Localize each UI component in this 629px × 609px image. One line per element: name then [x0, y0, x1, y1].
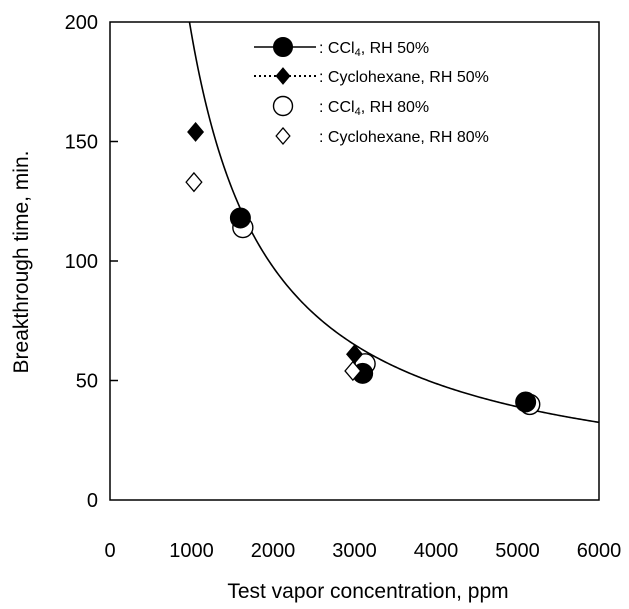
- y-tick-label: 50: [76, 371, 98, 393]
- x-tick-label: 6000: [577, 540, 622, 562]
- data-markers: [185, 121, 541, 416]
- legend-label-text: : Cyclohexane, RH 50%: [319, 69, 489, 86]
- legend: : CCl4, RH 50%: Cyclohexane, RH 50%: CCl…: [254, 37, 489, 146]
- data-point-circle-filled: [229, 207, 251, 229]
- legend-label-text: : CCl: [319, 99, 355, 116]
- legend-label: : Cyclohexane, RH 80%: [319, 129, 489, 146]
- legend-marker: [273, 37, 293, 57]
- plot-area: [109, 21, 600, 501]
- x-axis-ticks: 0 1000 2000 3000 4000 5000 6000: [104, 540, 621, 562]
- y-tick-label: 100: [65, 251, 98, 273]
- legend-label: : Cyclohexane, RH 50%: [319, 69, 489, 86]
- legend-marker: [275, 126, 291, 146]
- legend-label-text: : CCl: [319, 40, 355, 57]
- legend-label-suffix: , RH 80%: [361, 99, 429, 116]
- x-tick-label: 2000: [251, 540, 296, 562]
- legend-label-text: : Cyclohexane, RH 80%: [319, 129, 489, 146]
- data-point-diamond-filled: [187, 121, 205, 142]
- y-axis-ticks: 0 50 100 150 200: [65, 12, 118, 512]
- x-axis-title: Test vapor concentration, ppm: [227, 580, 508, 603]
- legend-label-suffix: , RH 50%: [361, 40, 429, 57]
- x-tick-label: 1000: [169, 540, 214, 562]
- x-tick-label: 5000: [495, 540, 540, 562]
- data-point-circle-filled: [515, 391, 537, 413]
- x-tick-label: 0: [104, 540, 115, 562]
- legend-label: : CCl4, RH 50%: [319, 40, 429, 59]
- data-point-diamond-filled: [346, 344, 363, 365]
- data-point-diamond-open: [344, 360, 362, 382]
- y-tick-label: 0: [87, 490, 98, 512]
- legend-marker: [275, 67, 291, 85]
- legend-marker: [272, 95, 294, 117]
- legend-label-subscript: 4: [355, 47, 361, 59]
- x-tick-label: 4000: [414, 540, 459, 562]
- legend-label-subscript: 4: [355, 106, 361, 118]
- y-axis-title: Breakthrough time, min.: [10, 151, 33, 374]
- data-point-diamond-open: [185, 171, 203, 193]
- legend-label: : CCl4, RH 80%: [319, 99, 429, 118]
- y-tick-label: 150: [65, 132, 98, 154]
- y-tick-label: 200: [65, 12, 98, 34]
- plot-frame: [109, 21, 600, 501]
- x-tick-label: 3000: [332, 540, 377, 562]
